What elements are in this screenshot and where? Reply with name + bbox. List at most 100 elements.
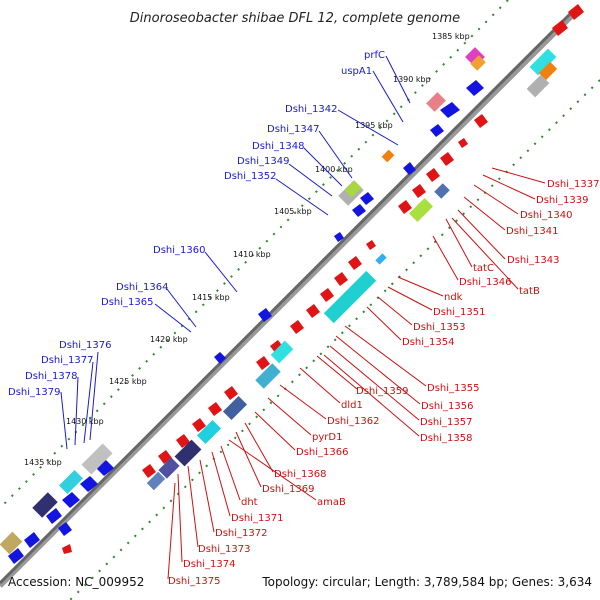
callout-Dshi-1353 (377, 296, 413, 326)
reverse-gene-labels: Dshi_1337 Dshi_1339 Dshi_1340 Dshi_1341 … (168, 179, 599, 587)
gene-arrow-forward (80, 476, 98, 492)
gene-arrow-forward (352, 204, 366, 217)
callout-Dshi-1358 (323, 354, 420, 437)
genome-summary: Topology: circular; Length: 3,789,584 bp… (261, 575, 592, 589)
gene-label-Dshi-1351: Dshi_1351 (433, 307, 485, 318)
reverse-callout-lines (167, 167, 546, 580)
gene-label-Dshi-1347: Dshi_1347 (267, 124, 319, 135)
gene-label-tatC: tatC (473, 263, 494, 274)
callout-uspA1 (372, 70, 404, 123)
callout-Dshi-1348 (303, 147, 343, 187)
tick-label: 1415 kbp (192, 293, 230, 302)
callout-Dshi-1379 (60, 391, 68, 450)
gene-arrow-reverse (426, 168, 440, 182)
callout-dht (220, 445, 241, 501)
callout-Dshi-1368 (244, 422, 274, 473)
gene-block (146, 471, 166, 491)
callout-Dshi-1337 (491, 167, 546, 184)
callout-Dshi-1377 (83, 361, 94, 444)
gene-block (426, 92, 446, 112)
gene-label-Dshi-1379: Dshi_1379 (8, 387, 60, 398)
callout-Dshi-1362 (279, 384, 327, 420)
gene-block (323, 270, 377, 324)
tick-label: 1390 kbp (393, 75, 431, 84)
genome-backbone (0, 4, 580, 585)
gene-arrow-reverse (334, 272, 348, 286)
gene-label-tatB: tatB (519, 286, 540, 297)
gene-label-Dshi-1340: Dshi_1340 (520, 210, 572, 221)
callout-Dshi-1355 (344, 325, 427, 387)
gene-arrow-forward (466, 80, 484, 96)
gene-arrow-reverse (290, 320, 304, 334)
gene-label-Dshi-1349: Dshi_1349 (237, 156, 289, 167)
gene-label-Dshi-1337: Dshi_1337 (547, 179, 599, 190)
callout-Dshi-1375 (167, 482, 176, 580)
callout-tatC (445, 218, 473, 268)
gene-block (529, 48, 557, 76)
callout-Dshi-1376 (89, 351, 99, 441)
tick-label: 1425 kbp (109, 377, 147, 386)
gene-label-Dshi-1355: Dshi_1355 (427, 383, 479, 394)
gene-arrow-forward (96, 460, 114, 476)
gene-arrow-reverse (398, 200, 412, 214)
tick-label: 1420 kbp (150, 335, 188, 344)
gene-arrow-reverse (348, 256, 362, 270)
callout-Dshi-1352 (275, 178, 329, 216)
tick-label: 1435 kbp (24, 458, 62, 467)
gene-arrow-reverse (306, 304, 320, 318)
gene-label-Dshi-1376: Dshi_1376 (59, 340, 111, 351)
callout-amaB (228, 439, 317, 501)
gene-label-Dshi-1375: Dshi_1375 (168, 576, 220, 587)
gene-block (470, 55, 486, 71)
callout-Dshi-1374 (177, 473, 183, 563)
tick-label: 1385 kbp (432, 32, 470, 41)
callout-Dshi-1371 (211, 451, 231, 517)
gene-label-Dshi-1374: Dshi_1374 (183, 559, 235, 570)
callout-tatB (451, 217, 519, 290)
gene-label-Dshi-1342: Dshi_1342 (285, 104, 337, 115)
gene-label-Dshi-1373: Dshi_1373 (198, 544, 250, 555)
scale-ticks: 1385 kbp 1390 kbp 1395 kbp 1400 kbp 1405… (24, 32, 470, 467)
gene-block (381, 149, 395, 163)
gene-arrow-forward (58, 522, 72, 536)
gene-arrow-reverse (366, 240, 376, 250)
gene-label-pyrD1: pyrD1 (312, 432, 342, 443)
callout-Dshi-1357 (329, 345, 420, 421)
gene-arrow-forward (440, 102, 460, 118)
callout-Dshi-1366 (254, 411, 296, 451)
gene-label-Dshi-1359: Dshi_1359 (356, 386, 408, 397)
gene-arrow-reverse (474, 114, 488, 128)
gene-label-Dshi-1339: Dshi_1339 (536, 195, 588, 206)
gene-block (526, 74, 550, 98)
gene-arrow-reverse (568, 4, 584, 20)
tick-label: 1395 kbp (355, 121, 393, 130)
gene-arrow-forward (62, 492, 80, 508)
gene-block (538, 61, 558, 81)
gene-label-Dshi-1377: Dshi_1377 (41, 355, 93, 366)
gene-label-Dshi-1372: Dshi_1372 (215, 528, 267, 539)
gene-label-Dshi-1346: Dshi_1346 (459, 277, 511, 288)
callout-pyrD1 (267, 397, 312, 436)
map-title: Dinoroseobacter shibae DFL 12, complete … (130, 11, 460, 26)
gene-block (0, 531, 23, 555)
callout-Dshi-1365 (154, 303, 192, 333)
reverse-strand-genes (62, 4, 584, 554)
callout-Dshi-1340 (473, 184, 519, 215)
gene-label-Dshi-1365: Dshi_1365 (101, 297, 153, 308)
gene-label-ndk: ndk (444, 292, 463, 303)
gene-arrow-forward (8, 548, 24, 564)
gene-arrow-reverse (458, 138, 468, 148)
gene-label-Dshi-1357: Dshi_1357 (420, 417, 472, 428)
callout-Dshi-1364 (166, 288, 197, 328)
callout-Dshi-1369 (235, 431, 262, 488)
gene-tracks (0, 4, 584, 564)
gene-arrow-reverse (552, 20, 568, 36)
callout-Dshi-1343 (457, 209, 506, 260)
gene-arrow-forward (360, 192, 374, 205)
gene-arrow-reverse (320, 288, 334, 302)
gene-block (158, 457, 180, 479)
gene-label-Dshi-1369: Dshi_1369 (262, 484, 314, 495)
tick-label: 1410 kbp (233, 250, 271, 259)
